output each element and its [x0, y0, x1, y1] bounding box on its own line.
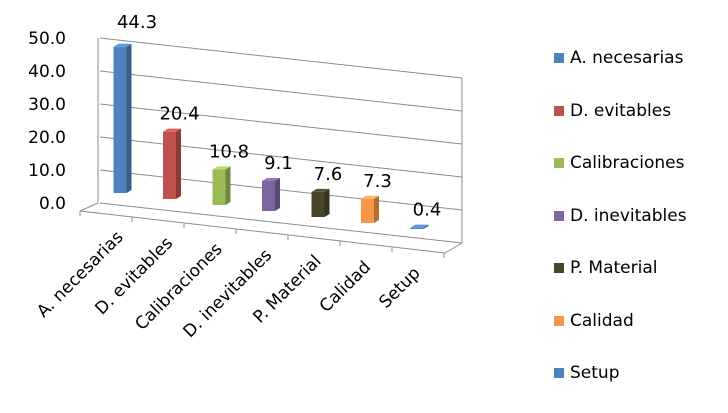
legend-item: Calidad	[554, 308, 687, 334]
legend-label: D. inevitables	[570, 205, 687, 226]
axis-line	[444, 242, 463, 254]
legend-label: Setup	[570, 363, 620, 383]
axis-line	[79, 202, 99, 212]
gridline	[99, 37, 463, 79]
y-tick-label: 20.0	[28, 128, 66, 148]
gridline	[99, 169, 463, 211]
legend-swatch	[554, 158, 564, 168]
data-label: 7.3	[363, 171, 392, 192]
bars	[113, 43, 429, 229]
y-tick-labels: 0.0 10.0 20.0 30.0 40.0 50.0	[28, 29, 66, 214]
bar	[262, 177, 280, 211]
legend-label: Calidad	[570, 310, 634, 331]
data-label: 7.6	[314, 164, 343, 185]
gridlines	[99, 37, 463, 244]
legend-item: A. necesarias	[554, 45, 687, 71]
gridline	[99, 103, 463, 145]
legend-label: D. evitables	[570, 100, 672, 121]
legend-item: D. evitables	[554, 98, 687, 124]
x-tick-label: Setup	[375, 263, 424, 312]
legend-swatch	[554, 210, 564, 221]
data-label: 44.3	[117, 12, 157, 33]
legend-item: P. Material	[554, 255, 687, 281]
y-tick-label: 40.0	[28, 62, 66, 82]
legend-swatch	[554, 53, 564, 63]
axis-line	[79, 210, 446, 254]
bar	[163, 128, 181, 199]
data-label: 9.1	[264, 153, 293, 174]
data-label: 20.4	[159, 104, 199, 125]
data-label: 0.4	[413, 200, 442, 221]
bar	[212, 166, 231, 205]
legend-swatch	[554, 368, 564, 378]
bar	[361, 195, 379, 223]
legend-swatch	[554, 315, 564, 326]
gridline	[99, 136, 463, 178]
gridline	[99, 70, 463, 112]
axes	[79, 38, 463, 258]
bar	[113, 43, 132, 194]
legend-item: D. inevitables	[554, 203, 687, 229]
legend-item: Calibraciones	[554, 150, 687, 176]
y-tick-label: 30.0	[28, 95, 66, 115]
y-tick-label: 0.0	[39, 194, 66, 214]
y-tick-label: 50.0	[28, 29, 66, 49]
legend-item: Setup	[554, 360, 687, 386]
gridline	[99, 202, 463, 244]
legend-label: P. Material	[570, 258, 658, 278]
data-label: 10.8	[209, 141, 249, 162]
chart: 0.0 10.0 20.0 30.0 40.0 50.0 44.3 20.4 10.8 9.1 7…	[28, 12, 463, 342]
legend-swatch	[554, 105, 564, 116]
y-tick-label: 10.0	[28, 161, 66, 181]
legend-label: A. necesarias	[570, 48, 684, 68]
data-labels: 44.3 20.4 10.8 9.1 7.6 7.3 0.4	[117, 12, 441, 221]
legend-label: Calibraciones	[570, 153, 685, 173]
legend: A. necesarias D. evitables Calibraciones D.…	[554, 45, 687, 413]
legend-swatch	[554, 263, 564, 273]
bar	[311, 188, 330, 217]
bar	[410, 224, 429, 229]
